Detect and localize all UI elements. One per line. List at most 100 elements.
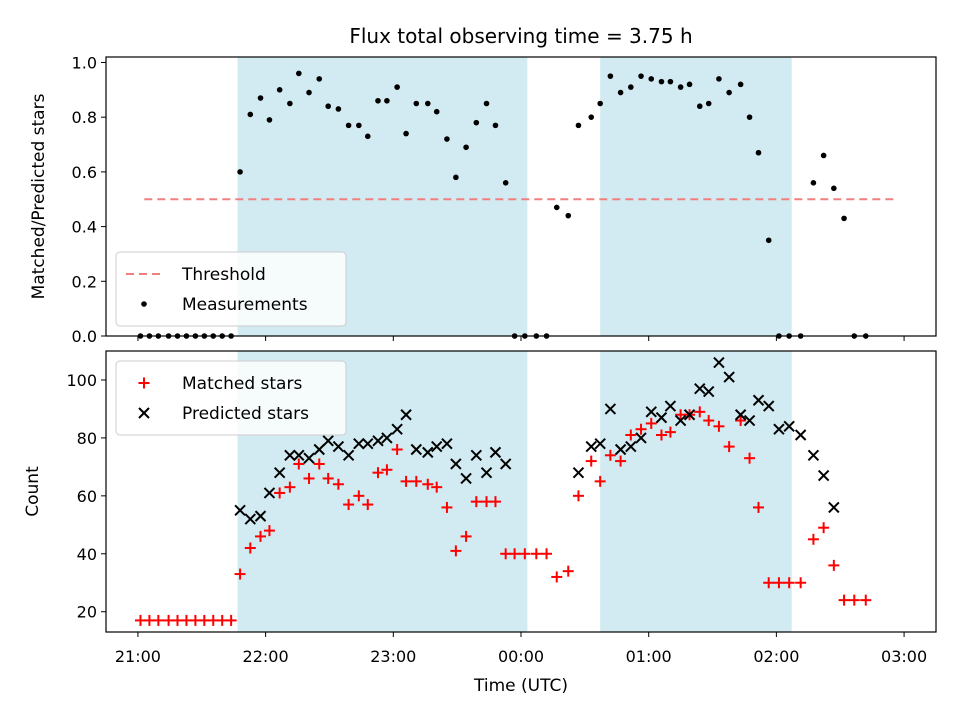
legend-label: Predicted stars bbox=[182, 404, 309, 424]
data-point bbox=[234, 504, 246, 517]
data-point bbox=[794, 429, 807, 441]
y-tick-label: 0.4 bbox=[72, 218, 97, 237]
data-point bbox=[391, 423, 403, 435]
data-point bbox=[372, 467, 384, 479]
data-point bbox=[381, 464, 393, 476]
data-point bbox=[817, 469, 830, 482]
data-point bbox=[313, 458, 325, 470]
data-point bbox=[635, 423, 647, 435]
data-point bbox=[705, 100, 712, 107]
data-point bbox=[737, 81, 744, 88]
count-panel: 20 40 60 80 100 21:00 22:00 23:00 00:00 01:00 02:0… bbox=[23, 350, 937, 666]
y-tick-label: 0.8 bbox=[72, 108, 97, 127]
data-point bbox=[807, 449, 820, 461]
data-point bbox=[572, 466, 585, 479]
data-point bbox=[783, 420, 795, 433]
chart-title: Flux total observing time = 3.75 h bbox=[349, 24, 692, 48]
ratio-panel: 0.0 0.2 0.4 0.6 0.8 1.0 Matched/Predicted star… bbox=[29, 53, 937, 346]
data-point bbox=[384, 97, 390, 104]
data-point bbox=[604, 449, 616, 461]
data-point bbox=[400, 409, 412, 421]
data-point bbox=[604, 403, 617, 415]
data-point bbox=[686, 81, 693, 88]
data-point bbox=[424, 100, 431, 107]
data-point bbox=[287, 100, 293, 107]
data-point bbox=[391, 443, 403, 455]
data-point bbox=[364, 133, 371, 140]
data-point bbox=[266, 117, 273, 123]
data-point bbox=[831, 185, 837, 192]
data-point bbox=[244, 542, 256, 554]
legend-marker bbox=[138, 407, 150, 419]
data-point bbox=[480, 466, 493, 479]
data-point bbox=[753, 501, 765, 513]
data-point bbox=[293, 458, 305, 470]
data-point bbox=[470, 496, 482, 508]
data-point bbox=[431, 440, 443, 453]
legend: Threshold Measurements bbox=[115, 251, 347, 327]
data-point bbox=[575, 122, 582, 129]
x-tick-label: 02:00 bbox=[753, 647, 799, 666]
data-point bbox=[860, 594, 872, 606]
data-point bbox=[553, 204, 560, 211]
data-point bbox=[635, 432, 647, 444]
data-point bbox=[763, 400, 775, 412]
data-point bbox=[645, 406, 657, 418]
data-point bbox=[313, 443, 325, 456]
data-point bbox=[237, 169, 243, 175]
data-point bbox=[413, 100, 420, 107]
data-point bbox=[848, 594, 860, 606]
y-tick-label: 100 bbox=[66, 371, 97, 390]
data-point bbox=[674, 414, 687, 427]
legend-label: Matched stars bbox=[182, 374, 302, 394]
data-point bbox=[356, 122, 362, 129]
data-point bbox=[362, 437, 374, 450]
data-point bbox=[743, 414, 756, 427]
data-point bbox=[541, 548, 553, 560]
y-tick-label: 80 bbox=[77, 429, 97, 448]
data-point bbox=[565, 212, 572, 219]
data-point bbox=[746, 114, 753, 120]
y-tick-label: 1.0 bbox=[72, 53, 97, 72]
data-point bbox=[818, 522, 830, 534]
data-point bbox=[594, 437, 606, 450]
data-point bbox=[343, 499, 355, 511]
data-point bbox=[795, 577, 807, 589]
data-point bbox=[617, 89, 624, 96]
data-point bbox=[765, 237, 772, 244]
data-point bbox=[530, 548, 542, 560]
legend: Matched stars Predicted stars bbox=[115, 360, 347, 436]
data-point bbox=[403, 130, 409, 137]
data-point bbox=[234, 568, 246, 580]
data-point bbox=[247, 111, 254, 118]
data-point bbox=[335, 106, 342, 112]
series-1 bbox=[137, 70, 869, 339]
y-tick-label: 0.6 bbox=[72, 163, 97, 182]
data-point bbox=[716, 76, 722, 82]
data-point bbox=[422, 478, 434, 490]
data-point bbox=[322, 435, 334, 447]
data-point bbox=[152, 614, 164, 626]
data-point bbox=[726, 89, 732, 96]
data-point bbox=[274, 487, 286, 499]
data-point bbox=[723, 371, 735, 383]
data-point bbox=[322, 472, 334, 484]
data-point bbox=[588, 114, 595, 120]
data-point bbox=[828, 501, 840, 514]
data-point bbox=[444, 136, 450, 142]
data-point bbox=[410, 475, 422, 487]
data-point bbox=[441, 437, 453, 450]
data-point bbox=[509, 548, 521, 560]
data-point bbox=[362, 499, 374, 511]
data-point bbox=[807, 533, 819, 545]
data-point bbox=[773, 423, 785, 435]
data-point bbox=[372, 435, 384, 447]
data-point bbox=[394, 84, 400, 90]
y-tick-label: 60 bbox=[77, 487, 97, 506]
data-point bbox=[696, 103, 703, 110]
data-point bbox=[694, 382, 706, 395]
data-point bbox=[667, 78, 674, 85]
data-point bbox=[489, 446, 502, 459]
data-point bbox=[353, 437, 365, 450]
data-point bbox=[325, 103, 331, 110]
